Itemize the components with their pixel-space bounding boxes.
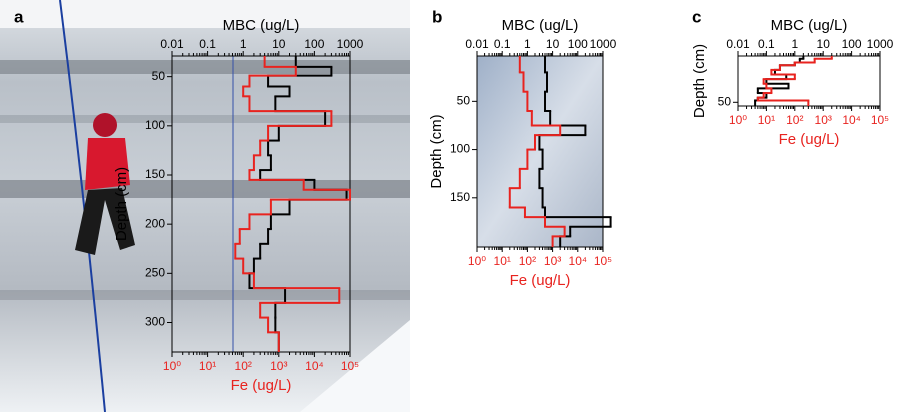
x2-tick-label: 10³: [815, 113, 832, 127]
x-tick-label: 0.1: [758, 37, 775, 51]
x-tick-label: 10: [817, 37, 831, 51]
x-axis-label: MBC (ug/L): [771, 17, 848, 34]
x2-tick-label: 10⁰: [468, 254, 486, 268]
x2-tick-label: 10¹: [758, 113, 775, 127]
x2-tick-label: 10²: [786, 113, 803, 127]
x-tick-label: 100: [304, 37, 324, 51]
x-axis-label: MBC (ug/L): [223, 17, 300, 34]
y-tick-label: 100: [450, 142, 470, 156]
x2-tick-label: 10⁵: [594, 254, 612, 268]
x-tick-label: 1000: [867, 37, 894, 51]
y-axis-label: Depth (cm): [691, 44, 708, 118]
x2-axis-label: Fe (ug/L): [231, 377, 292, 394]
x-tick-label: 1: [240, 37, 247, 51]
y-tick-label: 300: [145, 315, 165, 329]
y-tick-label: 100: [145, 118, 165, 132]
plot-frame: [476, 55, 604, 248]
x-tick-label: 0.1: [199, 37, 216, 51]
plot-frame: [171, 55, 351, 353]
x2-tick-label: 10³: [270, 359, 287, 373]
x2-tick-label: 10⁴: [842, 113, 861, 127]
x-tick-label: 10: [272, 37, 286, 51]
x2-tick-label: 10⁵: [871, 113, 889, 127]
y-tick-label: 150: [145, 167, 165, 181]
x2-tick-label: 10¹: [494, 254, 511, 268]
x2-tick-label: 10²: [235, 359, 252, 373]
x2-tick-label: 10⁴: [569, 254, 588, 268]
x-tick-label: 100: [842, 37, 862, 51]
x-tick-label: 1000: [590, 37, 617, 51]
x2-tick-label: 10³: [544, 254, 561, 268]
x-tick-label: 0.01: [726, 37, 750, 51]
y-tick-label: 50: [457, 94, 471, 108]
x2-axis-label: Fe (ug/L): [510, 272, 571, 289]
x2-tick-label: 10⁵: [341, 359, 359, 373]
x2-axis-label: Fe (ug/L): [779, 131, 840, 148]
y-tick-label: 50: [718, 94, 732, 108]
x-tick-label: 0.1: [494, 37, 511, 51]
y-tick-label: 150: [450, 190, 470, 204]
y-tick-label: 200: [145, 216, 165, 230]
x-tick-label: 0.01: [160, 37, 184, 51]
y-axis-label: Depth (cm): [113, 167, 130, 241]
x-axis-label: MBC (ug/L): [502, 17, 579, 34]
y-axis-label: Depth (cm): [428, 114, 445, 188]
photo-background: [0, 0, 603, 412]
x2-tick-label: 10⁰: [163, 359, 181, 373]
x2-tick-label: 10⁴: [305, 359, 324, 373]
x-tick-label: 0.01: [465, 37, 489, 51]
x-tick-label: 10: [546, 37, 560, 51]
y-tick-label: 50: [152, 69, 166, 83]
panel-letter: a: [14, 7, 24, 26]
y-tick-label: 250: [145, 266, 165, 280]
x-tick-label: 1: [791, 37, 798, 51]
x-tick-label: 1: [524, 37, 531, 51]
x2-tick-label: 10¹: [199, 359, 216, 373]
x-tick-label: 1000: [337, 37, 364, 51]
x2-tick-label: 10²: [519, 254, 536, 268]
panel-letter: c: [692, 7, 701, 26]
panel-letter: b: [432, 7, 442, 26]
x2-tick-label: 10⁰: [729, 113, 747, 127]
x-tick-label: 100: [568, 37, 588, 51]
